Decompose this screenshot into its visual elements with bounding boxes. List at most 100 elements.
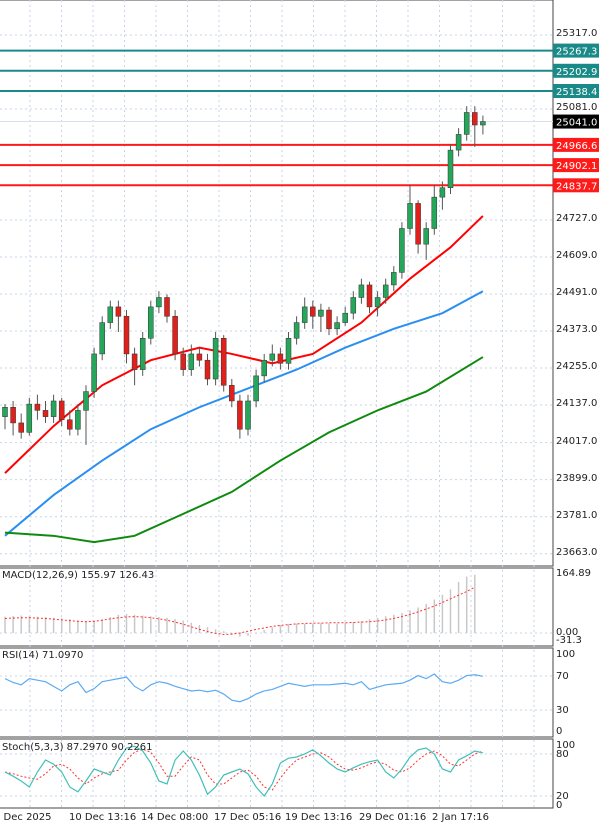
support-level-label: 24966.6 [556,141,597,152]
stoch-k-line [4,745,484,797]
candle-body [75,410,81,430]
candle-body [261,359,267,377]
resistance-level-label: 25202.9 [556,67,597,78]
candle-body [318,309,324,317]
rsi-axis-100: 100 [556,649,576,660]
candle-body [107,306,114,323]
candle-body [480,121,486,126]
candle-body [237,400,243,430]
panel-frame [0,738,554,809]
resistance-level-label: 25138.4 [556,87,597,98]
candle-body [196,353,203,361]
price-axis-label: 24727.0 [556,213,598,225]
candle-body [472,112,478,126]
candle-body [463,112,470,135]
macd-axis-min: -31.3 [556,635,582,646]
rsi-axis-30: 30 [556,705,569,716]
candle-body [229,385,235,402]
support-level-label: 24837.7 [556,181,597,192]
stoch-axis-20: 20 [556,791,569,802]
candle-body [431,196,438,229]
candle-body [269,353,276,361]
time-label: 10 Dec 13:16 [69,812,137,823]
candle-body [382,284,389,298]
price-axis-label: 24609.0 [556,250,598,262]
price-axis-label: 24491.0 [556,287,598,299]
price-axis-label: 24017.0 [556,435,598,447]
candle-body [399,228,405,273]
current-price-label: 25041.0 [556,118,597,129]
macd-axis-zero: 0.00 [556,627,579,638]
candle-body [2,406,8,417]
candle-body [204,359,211,380]
support-level-label: 24902.1 [556,161,597,172]
resistance-level-label-bg [553,63,599,78]
macd-axis-max: 164.89 [556,568,591,579]
candle-body [50,400,57,417]
candle-body [358,284,365,298]
candle-body [253,375,259,402]
candle-body [99,322,105,355]
candle-body [67,419,73,430]
candle-body [439,187,446,198]
moving-average-line [4,290,484,537]
stoch-title: Stoch(5,3,3) 87.2970 90.2261 [2,742,153,753]
rsi-title: RSI(14) 71.0970 [2,650,84,661]
candle-body [139,338,146,370]
candle-body [34,403,41,411]
price-axis-label: 24255.0 [556,361,598,373]
candle-body [334,322,340,330]
rsi-axis-0: 0 [556,726,563,737]
candle-body [180,353,186,370]
candle-body [310,306,316,317]
moving-average-line [4,215,484,474]
candle-body [18,422,24,433]
candle-body [83,391,89,411]
price-axis-label: 23663.0 [556,546,598,558]
candle-body [58,400,65,421]
candle-body [455,134,462,151]
resistance-level-label-bg [553,84,599,99]
candle-body [285,338,292,364]
candle-body [342,312,348,323]
candle-body [131,353,138,370]
price-axis-label: 23899.0 [556,472,598,484]
candle-body [172,316,178,355]
price-axis-label: 25317.0 [556,28,598,39]
panel-frame [0,647,554,738]
candle-body [220,338,227,386]
panel-frame [0,567,554,647]
moving-average-line [4,356,484,544]
time-label: 17 Dec 05:16 [214,812,282,823]
time-label: 8 Dec 2025 [0,812,52,823]
price-axis-label: 25081.0 [556,102,598,113]
resistance-level-label-bg [553,43,599,58]
support-level-label-bg [553,137,599,152]
resistance-level-label: 25267.3 [556,47,597,58]
candle-body [407,203,413,229]
candle-body [26,403,33,433]
candle-body [301,306,308,323]
candle-body [148,306,154,339]
time-label: 19 Dec 13:16 [285,812,353,823]
candle-body [123,316,130,355]
candle-body [245,400,251,430]
candle-body [326,309,332,330]
price-axis-label: 25435.0 [556,0,597,2]
rsi-axis-70: 70 [556,671,569,682]
rsi-line [4,673,484,703]
current-price-label-bg [553,114,599,129]
macd-title: MACD(12,26,9) 155.97 126.43 [2,570,155,581]
stoch-axis-0: 0 [556,800,563,811]
candle-body [212,338,219,380]
candle-body [391,272,397,286]
candle-body [42,410,49,417]
candle-body [115,306,122,317]
time-label: 29 Dec 01:16 [359,812,427,823]
stoch-axis-80: 80 [556,749,569,760]
macd-signal-line [4,586,476,635]
price-axis-label: 24373.0 [556,324,598,336]
candle-body [91,353,97,392]
support-level-label-bg [553,178,599,193]
